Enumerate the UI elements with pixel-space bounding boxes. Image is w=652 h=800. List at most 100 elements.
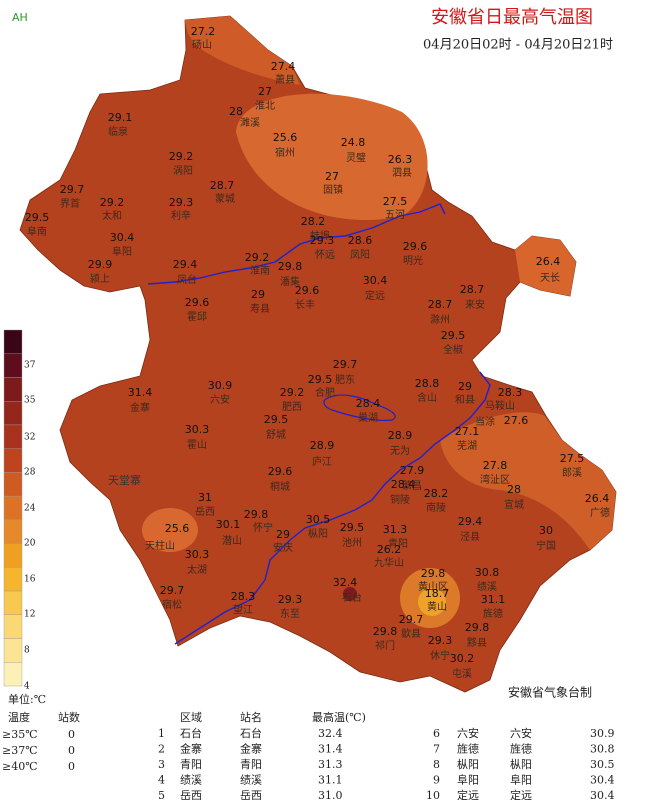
ranking-cell: 8 xyxy=(433,758,440,771)
legend-swatch xyxy=(3,472,23,497)
station-name: 定远 xyxy=(365,289,385,302)
station-name: 凤阳 xyxy=(350,249,370,261)
station-name: 阜阳 xyxy=(112,245,132,258)
station-value: 29.7 xyxy=(160,584,185,597)
station-name: 湾沚区 xyxy=(480,473,510,486)
station-name: 金寨 xyxy=(130,401,150,414)
station-value: 29.8 xyxy=(421,567,446,580)
legend-swatch xyxy=(3,519,23,544)
ranking-cell: 石台 xyxy=(240,726,262,740)
station-value: 32.4 xyxy=(333,576,358,589)
station-name: 和县 xyxy=(455,394,475,406)
legend-swatch xyxy=(3,638,23,663)
ranking-cell: 2 xyxy=(158,743,165,756)
station-value: 27.4 xyxy=(271,60,296,73)
station-value: 29.2 xyxy=(100,196,125,209)
station-name: 太和 xyxy=(102,209,122,222)
station-name: 泗县 xyxy=(392,167,412,179)
ranking-cell: 30.4 xyxy=(590,789,615,800)
chaohu-lake xyxy=(323,394,396,421)
station-name: 五河 xyxy=(385,209,405,221)
station-name: 淮北 xyxy=(255,100,275,112)
station-value: 30 xyxy=(539,524,553,537)
station-value: 30.3 xyxy=(185,423,210,436)
legend-tick-label: 8 xyxy=(24,646,30,656)
station-name: 濉溪 xyxy=(240,116,260,129)
station-name: 潘集 xyxy=(280,275,300,288)
station-name: 巢湖 xyxy=(358,411,378,424)
station-name: 望江 xyxy=(233,603,253,616)
station-value: 29.5 xyxy=(25,211,50,224)
station-name: 祁门 xyxy=(375,639,395,652)
station-value: 27.1 xyxy=(455,425,480,438)
station-value: 25.6 xyxy=(165,522,190,535)
station-name: 怀宁 xyxy=(253,521,273,534)
ranking-cell: 7 xyxy=(433,743,440,756)
station-name: 六安 xyxy=(210,393,230,406)
station-name: 枞阳 xyxy=(308,527,328,540)
station-name: 涡阳 xyxy=(173,165,193,177)
station-value: 27.5 xyxy=(383,195,408,208)
station-value: 31.4 xyxy=(128,386,153,399)
station-value: 28.4 xyxy=(356,397,381,410)
station-name: 繁昌 xyxy=(402,479,422,492)
legend-tick-label: 24 xyxy=(24,504,36,514)
station-name: 旌德 xyxy=(483,607,503,620)
ranking-cell: 青阳 xyxy=(240,758,262,771)
ranking-cell: 绩溪 xyxy=(240,774,262,787)
huai-river xyxy=(147,203,446,285)
legend-swatch xyxy=(3,448,23,473)
station-name: 铜陵 xyxy=(390,494,410,506)
station-name: 安庆 xyxy=(273,541,293,554)
station-value: 29.7 xyxy=(333,358,358,371)
station-value: 28.7 xyxy=(428,298,453,311)
ranking-header: 最高温(℃) xyxy=(312,710,366,724)
station-name: 天柱山 xyxy=(145,539,175,552)
ranking-cell: 30.4 xyxy=(590,774,615,787)
legend-swatch xyxy=(3,543,23,568)
station-name: 宣城 xyxy=(504,498,524,511)
ranking-cell: 定远 xyxy=(457,788,479,800)
station-value: 28.7 xyxy=(210,179,235,192)
ranking-cell: 枞阳 xyxy=(510,758,532,771)
ranking-cell: 阜阳 xyxy=(457,774,479,787)
station-name: 舒城 xyxy=(266,428,286,441)
station-value: 30.3 xyxy=(185,548,210,561)
warm-zone-top xyxy=(185,16,300,85)
legend-tick-label: 28 xyxy=(24,468,36,478)
station-value: 29.6 xyxy=(403,240,428,253)
station-value: 27 xyxy=(258,85,272,98)
station-name: 萧县 xyxy=(275,74,295,86)
region-code: AH xyxy=(12,11,28,24)
station-name: 蚌埠 xyxy=(310,229,330,242)
station-name: 固镇 xyxy=(323,183,343,196)
station-value: 26.4 xyxy=(536,255,561,268)
station-value: 24.8 xyxy=(341,136,366,149)
ranking-cell: 3 xyxy=(158,758,165,771)
legend-swatch xyxy=(3,662,23,687)
station-value: 29.8 xyxy=(244,508,269,521)
station-value: 27.5 xyxy=(560,452,585,465)
station-value: 29 xyxy=(276,528,290,541)
hot-spot-shitai xyxy=(343,587,357,601)
station-name: 池州 xyxy=(342,536,362,549)
station-name: 滁州 xyxy=(430,313,450,326)
station-value: 29 xyxy=(458,380,472,393)
station-value: 29.3 xyxy=(310,234,335,247)
ranking-cell: 岳西 xyxy=(240,789,262,800)
station-value: 30.5 xyxy=(306,513,331,526)
station-value: 27.6 xyxy=(504,414,529,427)
ranking-cell: 石台 xyxy=(180,726,202,740)
station-value: 29.3 xyxy=(278,593,303,606)
ranking-cell: 30.9 xyxy=(590,727,615,740)
station-value: 29.3 xyxy=(169,196,194,209)
counts-cell: 0 xyxy=(68,744,75,757)
ranking-cell: 9 xyxy=(433,774,440,787)
ranking-cell: 金寨 xyxy=(180,742,202,756)
station-value: 29.6 xyxy=(185,296,210,309)
station-value: 28.6 xyxy=(348,234,373,247)
station-value: 29.5 xyxy=(340,521,365,534)
station-name: 太湖 xyxy=(187,563,207,576)
station-name: 蒙城 xyxy=(215,192,235,205)
station-name: 黟县 xyxy=(467,637,487,649)
